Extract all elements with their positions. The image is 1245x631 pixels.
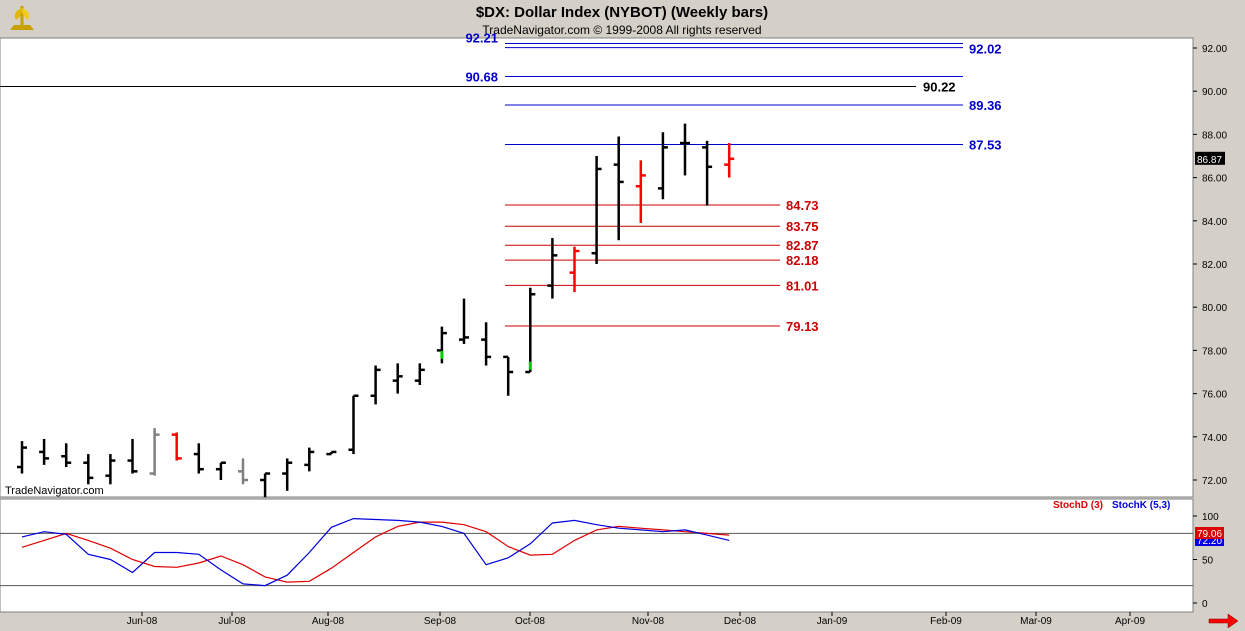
- fib-level-label: 82.18: [786, 253, 819, 268]
- fib-level-label: 89.36: [969, 98, 1002, 113]
- stoch-y-tick-label: 0: [1202, 599, 1208, 610]
- price-panel: [0, 37, 1194, 498]
- fib-level-label: 87.53: [969, 138, 1002, 153]
- fib-level-label: 79.13: [786, 319, 819, 334]
- fib-level-label: 90.68: [465, 70, 498, 85]
- fib-level-label: 83.75: [786, 219, 819, 234]
- x-axis-label: Jun-08: [127, 616, 158, 627]
- stoch-d-value-box: [1195, 527, 1224, 539]
- copyright-text: TradeNavigator.com © 1999-2008 All right…: [482, 23, 761, 37]
- price-y-tick-label: 86.00: [1202, 174, 1227, 185]
- watermark-text: TradeNavigator.com: [5, 485, 104, 497]
- fib-level-label: 92.21: [465, 30, 498, 45]
- stoch-y-tick-label: 50: [1202, 556, 1214, 567]
- price-y-tick-label: 74.00: [1202, 433, 1227, 444]
- stoch-k-value-label: 72.20: [1197, 536, 1222, 547]
- stoch-d-value-label: 79.06: [1197, 529, 1222, 540]
- fib-level-label: 82.87: [786, 238, 819, 253]
- x-axis-label: Aug-08: [312, 616, 345, 627]
- x-axis-label: Dec-08: [724, 616, 757, 627]
- price-y-tick-label: 92.00: [1202, 44, 1227, 55]
- trade-navigator-logo-icon: [10, 6, 34, 30]
- last-price-label: 86.87: [1197, 155, 1222, 166]
- x-axis-label: Jul-08: [218, 616, 246, 627]
- x-axis-label: Jan-09: [817, 616, 848, 627]
- fib-level-label: 90.22: [923, 79, 956, 94]
- x-axis-label: Mar-09: [1020, 616, 1052, 627]
- chart-title: $DX: Dollar Index (NYBOT) (Weekly bars): [476, 4, 768, 21]
- stoch-k-line: [21, 517, 730, 587]
- x-axis-label: Nov-08: [632, 616, 665, 627]
- price-y-tick-label: 84.00: [1202, 217, 1227, 228]
- stoch-y-tick-label: 100: [1202, 512, 1219, 523]
- fib-level-label: 81.01: [786, 278, 819, 293]
- x-axis-label: Feb-09: [930, 616, 962, 627]
- x-axis-label: Oct-08: [515, 616, 545, 627]
- x-axis-label: Sep-08: [424, 616, 457, 627]
- scroll-right-arrow-icon[interactable]: [1208, 613, 1239, 629]
- price-y-tick-label: 80.00: [1202, 303, 1227, 314]
- price-y-tick-label: 72.00: [1202, 476, 1227, 487]
- price-y-tick-label: 90.00: [1202, 87, 1227, 98]
- price-y-tick-label: 76.00: [1202, 390, 1227, 401]
- fib-level-label: 92.02: [969, 42, 1002, 57]
- x-axis-label: Apr-09: [1115, 616, 1145, 627]
- indicator-panel: [0, 498, 1194, 613]
- fib-level-label: 84.73: [786, 198, 819, 213]
- price-y-tick-label: 82.00: [1202, 260, 1227, 271]
- price-y-tick-label: 88.00: [1202, 130, 1227, 141]
- legend-stoch-d: StochD (3): [1053, 500, 1103, 511]
- price-y-tick-label: 78.00: [1202, 346, 1227, 357]
- last-price-box: [1195, 151, 1225, 165]
- legend-stoch-k: StochK (5,3): [1112, 500, 1170, 511]
